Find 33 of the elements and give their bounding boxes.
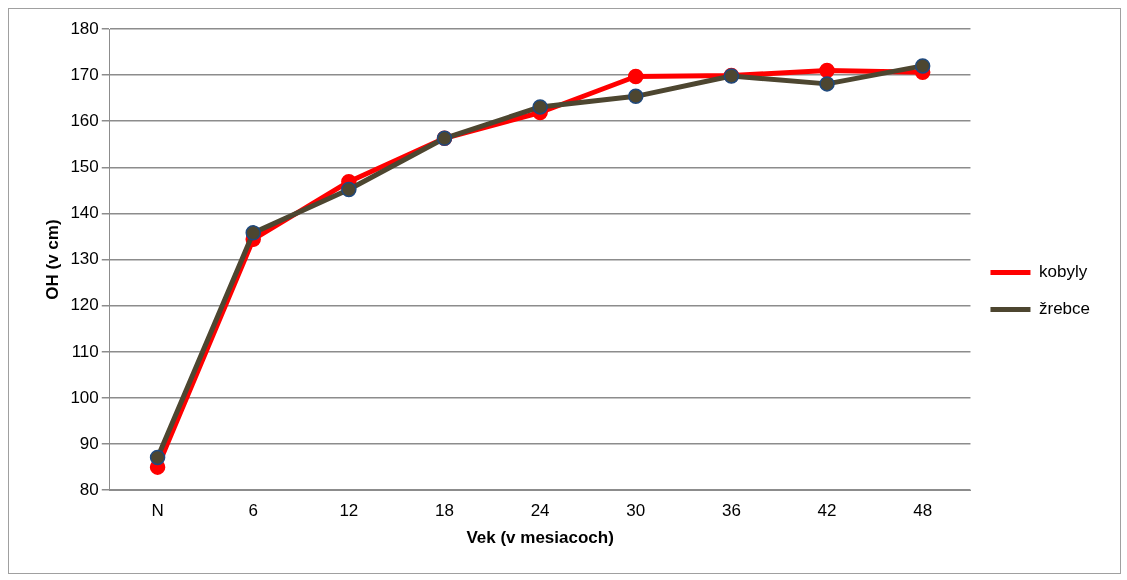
x-tick-label: 30	[626, 501, 646, 521]
point	[819, 62, 835, 79]
legend-label: kobyly	[1038, 262, 1088, 282]
point	[628, 68, 644, 85]
x-tick-label: N	[151, 501, 164, 521]
point	[341, 181, 357, 198]
y-tick-label: 180	[70, 18, 99, 38]
point	[245, 225, 261, 241]
y-tick-label: 150	[70, 157, 99, 177]
x-axis-title: Vek (v mesiacoch)	[466, 528, 614, 548]
y-tick-label: 160	[70, 110, 99, 130]
point	[628, 88, 644, 105]
point	[532, 99, 548, 115]
y-tick-label: 100	[70, 387, 99, 407]
y-tick-label: 130	[70, 249, 99, 269]
x-tick-label: 42	[817, 501, 837, 521]
y-tick-label: 80	[79, 479, 99, 499]
x-tick-label: 12	[339, 501, 359, 521]
y-tick-label: 170	[70, 64, 99, 84]
x-tick-label: 6	[248, 501, 258, 521]
x-tick-label: 18	[435, 501, 454, 521]
point	[149, 449, 166, 466]
legend-label: žrebce	[1038, 299, 1091, 319]
y-tick-label: 120	[70, 295, 99, 315]
point	[819, 76, 835, 92]
y-axis-title: OH (v cm)	[42, 219, 62, 300]
x-tick-label: 24	[530, 501, 550, 521]
point	[914, 58, 931, 74]
y-tick-label: 110	[71, 341, 99, 361]
y-tick-label: 140	[70, 203, 99, 223]
y-tick-label: 90	[79, 433, 99, 453]
x-tick-label: 48	[913, 501, 933, 521]
x-tick-label: 36	[721, 501, 741, 521]
